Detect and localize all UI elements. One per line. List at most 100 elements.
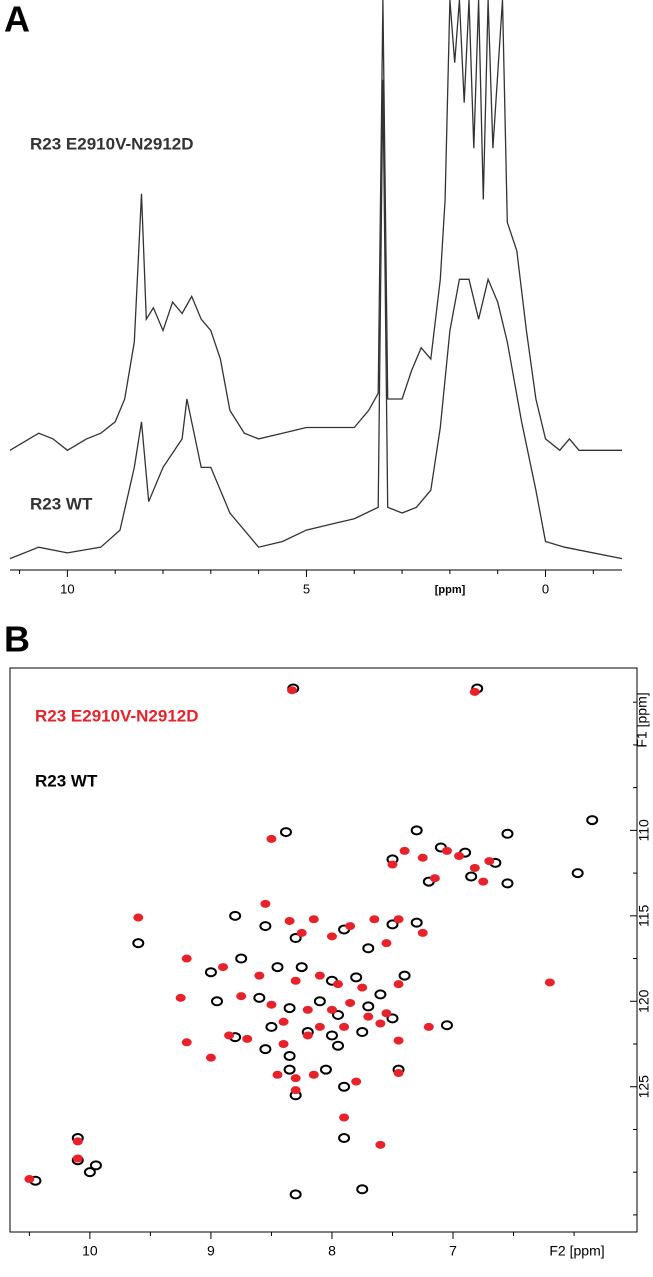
x-tick-label: 7	[449, 1243, 457, 1259]
peak	[410, 917, 423, 928]
peak	[290, 976, 301, 985]
peak	[469, 687, 480, 696]
peak	[289, 1189, 302, 1200]
peak	[326, 1005, 337, 1014]
peak	[356, 1027, 369, 1038]
peak	[381, 1009, 392, 1018]
peak	[278, 1040, 289, 1048]
peak	[350, 972, 363, 983]
x-tick-label: 9	[207, 1243, 215, 1259]
y-tick-label: 110	[636, 819, 652, 842]
peak	[375, 1140, 386, 1149]
peak	[393, 980, 404, 989]
peak	[283, 1050, 296, 1061]
peak	[393, 915, 404, 924]
peak	[469, 863, 480, 872]
y-tick-label: 115	[636, 904, 652, 927]
peak	[423, 1022, 434, 1031]
peak	[181, 1038, 192, 1047]
peak	[24, 1175, 35, 1184]
peak	[132, 938, 145, 949]
peak	[386, 919, 399, 930]
peak	[386, 1013, 399, 1024]
peak	[501, 878, 514, 889]
peak	[279, 827, 292, 838]
peak	[72, 1154, 83, 1163]
peak	[429, 874, 440, 883]
peak	[72, 1137, 83, 1146]
peak	[205, 1053, 216, 1062]
peak	[313, 996, 326, 1007]
peak	[387, 860, 398, 869]
x-tick-label: 10	[60, 581, 74, 596]
peak	[302, 1031, 313, 1040]
spectrum-trace	[9, 79, 623, 560]
peak	[242, 1034, 253, 1043]
peak	[254, 971, 265, 980]
peak	[345, 998, 356, 1007]
peak	[381, 939, 392, 948]
peak	[478, 877, 489, 886]
peak	[393, 1036, 404, 1045]
peak	[253, 992, 266, 1003]
peak	[363, 1012, 374, 1021]
peak	[362, 943, 375, 954]
peak	[283, 1064, 296, 1075]
peak	[333, 980, 344, 989]
peak	[308, 1070, 319, 1079]
peak	[410, 825, 423, 836]
peak	[484, 857, 495, 866]
peak	[296, 928, 307, 937]
peak	[224, 1031, 235, 1040]
x-tick-label: 8	[328, 1243, 336, 1259]
peak	[398, 970, 411, 981]
peak	[325, 1030, 338, 1041]
peak	[332, 1009, 345, 1020]
peak	[441, 846, 452, 855]
peak	[375, 1019, 386, 1028]
peak	[181, 954, 192, 963]
peak	[314, 971, 325, 980]
peak	[302, 1005, 313, 1014]
peak	[374, 989, 387, 1000]
peak	[260, 899, 271, 908]
y-tick-label: 120	[636, 989, 652, 1013]
peak	[356, 1184, 369, 1195]
peak	[351, 1077, 362, 1086]
x-tick-label: 0	[542, 581, 549, 596]
peak	[287, 686, 298, 695]
x-tick-label: 10	[82, 1243, 98, 1259]
peak	[259, 921, 272, 932]
peak	[362, 1001, 375, 1012]
peak	[332, 1040, 345, 1051]
peak	[265, 1021, 278, 1032]
trace-label: R23 E2910V-N2912D	[30, 134, 194, 153]
peak	[175, 993, 186, 1002]
x-axis-label: F2 [ppm]	[549, 1243, 604, 1259]
peak	[399, 846, 410, 855]
panel-label: B	[4, 619, 30, 660]
peak	[283, 1003, 296, 1014]
spectrum-trace	[9, 0, 622, 452]
peak	[338, 1133, 351, 1143]
peak	[308, 915, 319, 924]
peak	[290, 1086, 301, 1095]
peak	[345, 922, 356, 931]
peak	[89, 1160, 102, 1171]
peak	[204, 967, 217, 978]
peak	[501, 828, 514, 839]
peak	[295, 962, 308, 973]
peak	[83, 1167, 96, 1178]
peak	[393, 1069, 404, 1078]
y-tick-label: 125	[636, 1075, 652, 1099]
peak	[417, 853, 428, 862]
x-tick-label: 5	[303, 581, 310, 596]
peak	[357, 983, 368, 992]
peak	[465, 871, 478, 882]
peak	[272, 1070, 283, 1079]
peak	[266, 834, 277, 843]
peak	[289, 933, 302, 944]
y-axis-label: F1 [ppm]	[634, 692, 650, 747]
peak	[236, 992, 247, 1001]
